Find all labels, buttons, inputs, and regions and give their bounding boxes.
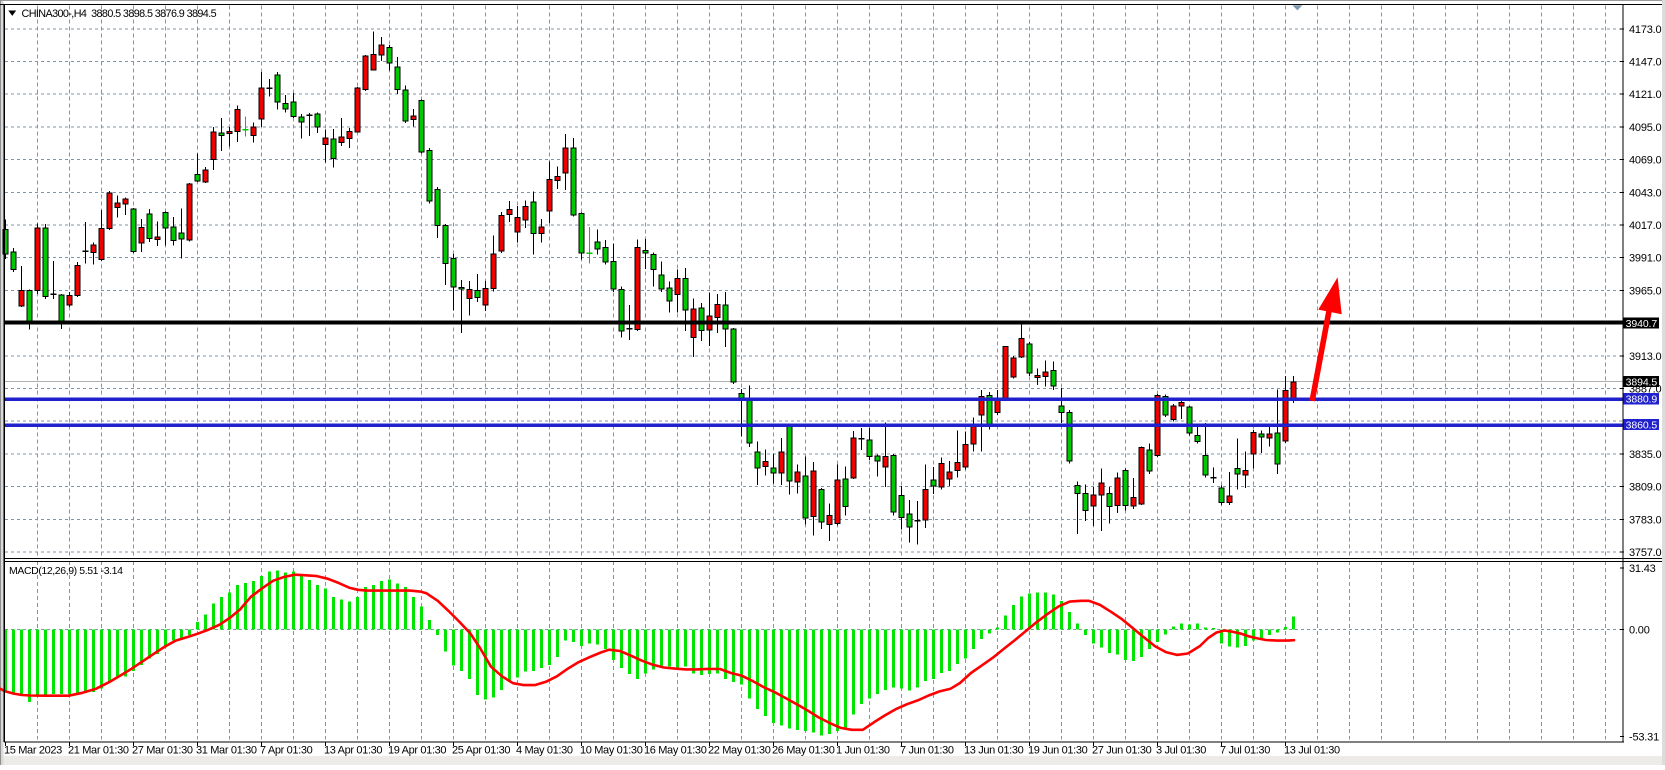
svg-text:4043.0: 4043.0: [1629, 187, 1662, 199]
svg-text:19 Jun 01:30: 19 Jun 01:30: [1028, 745, 1088, 757]
svg-text:CHINA300-,H4 3880.5 3898.5 38: CHINA300-,H4 3880.5 3898.5 3876.9 3894.5: [22, 8, 217, 20]
svg-text:3783.0: 3783.0: [1629, 514, 1662, 526]
svg-text:27 Mar 01:30: 27 Mar 01:30: [132, 745, 193, 757]
svg-text:3860.5: 3860.5: [1626, 419, 1658, 431]
svg-text:4 May 01:30: 4 May 01:30: [516, 745, 573, 757]
svg-text:15 Mar 2023: 15 Mar 2023: [4, 745, 62, 757]
svg-text:4069.0: 4069.0: [1629, 155, 1662, 167]
svg-text:31 Mar 01:30: 31 Mar 01:30: [196, 745, 257, 757]
svg-text:4173.0: 4173.0: [1629, 24, 1662, 36]
svg-text:26 May 01:30: 26 May 01:30: [772, 745, 835, 757]
svg-text:4095.0: 4095.0: [1629, 122, 1662, 134]
svg-text:13 Apr 01:30: 13 Apr 01:30: [324, 745, 382, 757]
svg-text:3965.0: 3965.0: [1629, 285, 1662, 297]
svg-text:16 May 01:30: 16 May 01:30: [644, 745, 707, 757]
svg-text:3913.0: 3913.0: [1629, 351, 1662, 363]
svg-text:21 Mar 01:30: 21 Mar 01:30: [68, 745, 129, 757]
svg-text:3757.0: 3757.0: [1629, 547, 1662, 559]
svg-text:-53.31: -53.31: [1629, 732, 1659, 744]
svg-text:0.00: 0.00: [1629, 625, 1650, 637]
svg-text:4147.0: 4147.0: [1629, 57, 1662, 69]
svg-text:4017.0: 4017.0: [1629, 220, 1662, 232]
svg-text:3880.9: 3880.9: [1626, 394, 1658, 406]
svg-text:13 Jul 01:30: 13 Jul 01:30: [1284, 745, 1340, 757]
svg-text:MACD(12,26,9) 5.51 -3.14: MACD(12,26,9) 5.51 -3.14: [9, 565, 123, 577]
svg-text:7 Jun 01:30: 7 Jun 01:30: [900, 745, 954, 757]
svg-text:19 Apr 01:30: 19 Apr 01:30: [388, 745, 446, 757]
svg-text:3835.0: 3835.0: [1629, 449, 1662, 461]
svg-text:3 Jul 01:30: 3 Jul 01:30: [1156, 745, 1206, 757]
svg-text:1 Jun 01:30: 1 Jun 01:30: [836, 745, 890, 757]
svg-text:7 Apr 01:30: 7 Apr 01:30: [260, 745, 313, 757]
svg-text:7 Jul 01:30: 7 Jul 01:30: [1220, 745, 1270, 757]
svg-text:4121.0: 4121.0: [1629, 89, 1662, 101]
svg-text:3894.5: 3894.5: [1626, 377, 1658, 389]
svg-text:31.43: 31.43: [1629, 563, 1656, 575]
svg-text:13 Jun 01:30: 13 Jun 01:30: [964, 745, 1024, 757]
svg-text:25 Apr 01:30: 25 Apr 01:30: [452, 745, 510, 757]
svg-text:10 May 01:30: 10 May 01:30: [580, 745, 643, 757]
svg-text:27 Jun 01:30: 27 Jun 01:30: [1092, 745, 1152, 757]
svg-text:3809.0: 3809.0: [1629, 482, 1662, 494]
svg-text:3991.0: 3991.0: [1629, 253, 1662, 265]
svg-text:22 May 01:30: 22 May 01:30: [708, 745, 771, 757]
svg-text:3940.7: 3940.7: [1626, 318, 1658, 330]
